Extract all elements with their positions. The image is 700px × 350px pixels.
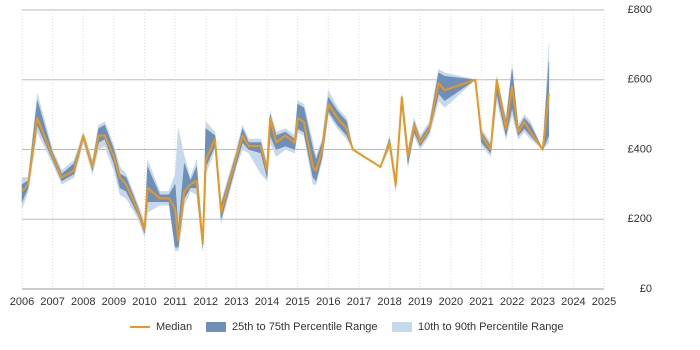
x-tick-label: 2019 [408,296,432,308]
median-line [21,78,550,245]
x-tick-label: 2025 [592,296,616,308]
legend-swatch [206,322,226,332]
x-tick-label: 2015 [285,296,309,308]
legend-label: 25th to 75th Percentile Range [232,321,378,333]
legend-label: 10th to 90th Percentile Range [418,321,564,333]
x-tick-label: 2009 [102,296,126,308]
y-tick-label: £200 [628,213,652,225]
x-tick-label: 2011 [163,296,187,308]
x-tick-label: 2016 [316,296,340,308]
y-tick-label: £600 [628,74,652,86]
y-tick-label: £400 [628,143,652,155]
percentile-band [21,62,550,248]
x-tick-label: 2023 [530,296,554,308]
x-tick-label: 2021 [469,296,493,308]
x-tick-label: 2006 [10,296,34,308]
legend-label: Median [156,321,192,333]
x-tick-label: 2022 [500,296,524,308]
x-tick-label: 2013 [224,296,248,308]
x-tick-label: 2018 [377,296,401,308]
y-tick-label: £800 [628,4,652,16]
x-tick-label: 2020 [439,296,463,308]
x-tick-label: 2008 [71,296,95,308]
x-tick-label: 2010 [132,296,156,308]
x-tick-label: 2012 [194,296,218,308]
x-tick-label: 2024 [561,296,585,308]
legend-swatch [392,322,412,332]
percentile-band [21,44,550,251]
x-tick-label: 2007 [40,296,64,308]
x-tick-label: 2014 [255,296,279,308]
y-tick-label: £0 [640,283,652,295]
x-tick-label: 2017 [347,296,371,308]
